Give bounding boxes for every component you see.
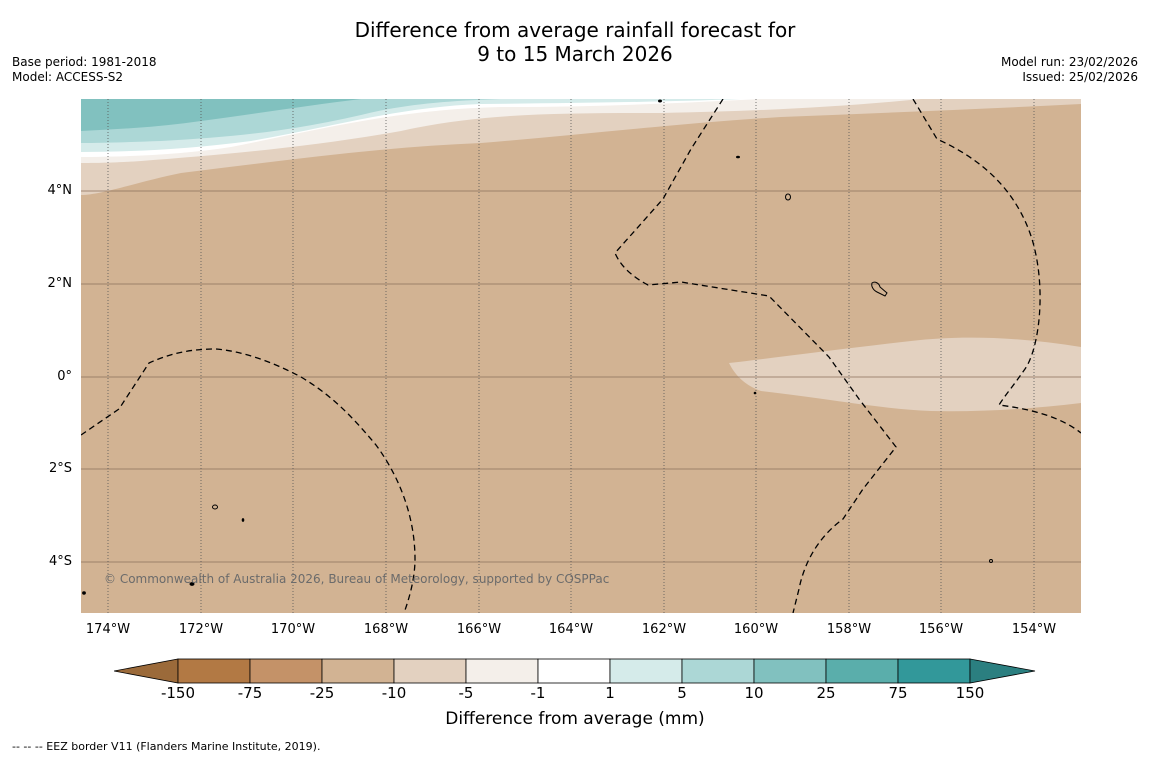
map-svg <box>81 99 1081 613</box>
colorbar <box>114 658 1036 684</box>
lon-label-158w: 158°W <box>826 622 872 637</box>
latitude-gridlines <box>81 190 1081 563</box>
lon-label-162w: 162°W <box>641 622 687 637</box>
colorbar-segment <box>249 658 323 684</box>
copyright-notice: © Commonwealth of Australia 2026, Bureau… <box>104 572 610 586</box>
lat-label-4s: 4°S <box>48 554 72 569</box>
colorbar-tick: -5 <box>458 684 474 702</box>
issued-date: Issued: 25/02/2026 <box>1022 70 1138 84</box>
island-9 <box>989 559 993 563</box>
lon-label-170w: 170°W <box>270 622 316 637</box>
lat-label-2n: 2°N <box>47 276 73 291</box>
colorbar-tick: -75 <box>237 684 263 702</box>
colorbar-tick: -150 <box>160 684 196 702</box>
island-1 <box>658 99 662 103</box>
colorbar-segment <box>825 658 899 684</box>
base-period: Base period: 1981-2018 <box>12 55 157 69</box>
run-info: Model run: 23/02/2026 Issued: 25/02/2026 <box>1001 55 1138 85</box>
lon-label-154w: 154°W <box>1011 622 1057 637</box>
chart-title: Difference from average rainfall forecas… <box>0 18 1150 66</box>
colorbar-tick: 75 <box>888 684 908 702</box>
map-area[interactable] <box>81 99 1081 613</box>
eez-legend-note: -- -- -- EEZ border V11 (Flanders Marine… <box>12 740 321 753</box>
model-info: Base period: 1981-2018 Model: ACCESS-S2 <box>12 55 157 85</box>
colorbar-segment <box>537 658 611 684</box>
colorbar-segment <box>393 658 467 684</box>
colorbar-segment <box>465 658 539 684</box>
colorbar-tick: 5 <box>677 684 687 702</box>
colorbar-segment <box>753 658 827 684</box>
lon-label-166w: 166°W <box>456 622 502 637</box>
title-line-2: 9 to 15 March 2026 <box>477 42 673 66</box>
island-7 <box>189 582 195 586</box>
lon-label-160w: 160°W <box>733 622 779 637</box>
colorbar-extend-high <box>969 658 1036 684</box>
island-4 <box>871 281 888 297</box>
colorbar-segment <box>897 658 971 684</box>
colorbar-tick: -10 <box>381 684 407 702</box>
island-10 <box>82 591 86 595</box>
colorbar-segment <box>681 658 755 684</box>
lat-label-4n: 4°N <box>47 183 73 198</box>
eez-borders <box>81 99 1081 613</box>
lon-label-168w: 168°W <box>363 622 409 637</box>
island-5 <box>212 504 218 510</box>
island-2 <box>736 155 740 159</box>
model-name: Model: ACCESS-S2 <box>12 70 124 84</box>
colorbar-segment <box>177 658 251 684</box>
islands <box>82 99 993 595</box>
colorbar-tick: 25 <box>816 684 836 702</box>
colorbar-label: Difference from average (mm) <box>445 709 705 729</box>
lat-label-equator: 0° <box>57 369 72 384</box>
island-8 <box>753 391 757 395</box>
model-run: Model run: 23/02/2026 <box>1000 55 1138 69</box>
lat-label-2s: 2°S <box>48 461 72 476</box>
colorbar-segment <box>321 658 395 684</box>
lon-label-172w: 172°W <box>178 622 224 637</box>
lon-label-156w: 156°W <box>918 622 964 637</box>
colorbar-tick: 10 <box>744 684 764 702</box>
colorbar-tick: 150 <box>955 684 985 702</box>
title-line-1: Difference from average rainfall forecas… <box>354 18 796 42</box>
island-3 <box>785 193 791 201</box>
colorbar-tick: -25 <box>309 684 335 702</box>
lon-label-164w: 164°W <box>548 622 594 637</box>
anomaly-band-plus10 <box>81 99 361 131</box>
colorbar-segment <box>609 658 683 684</box>
eez-border-west <box>81 348 416 613</box>
colorbar-tick: 1 <box>605 684 615 702</box>
equatorial-anomaly-band <box>729 337 1081 412</box>
colorbar-extend-low <box>114 658 179 684</box>
lon-label-174w: 174°W <box>85 622 131 637</box>
colorbar-tick: -1 <box>530 684 546 702</box>
island-6 <box>241 518 245 522</box>
